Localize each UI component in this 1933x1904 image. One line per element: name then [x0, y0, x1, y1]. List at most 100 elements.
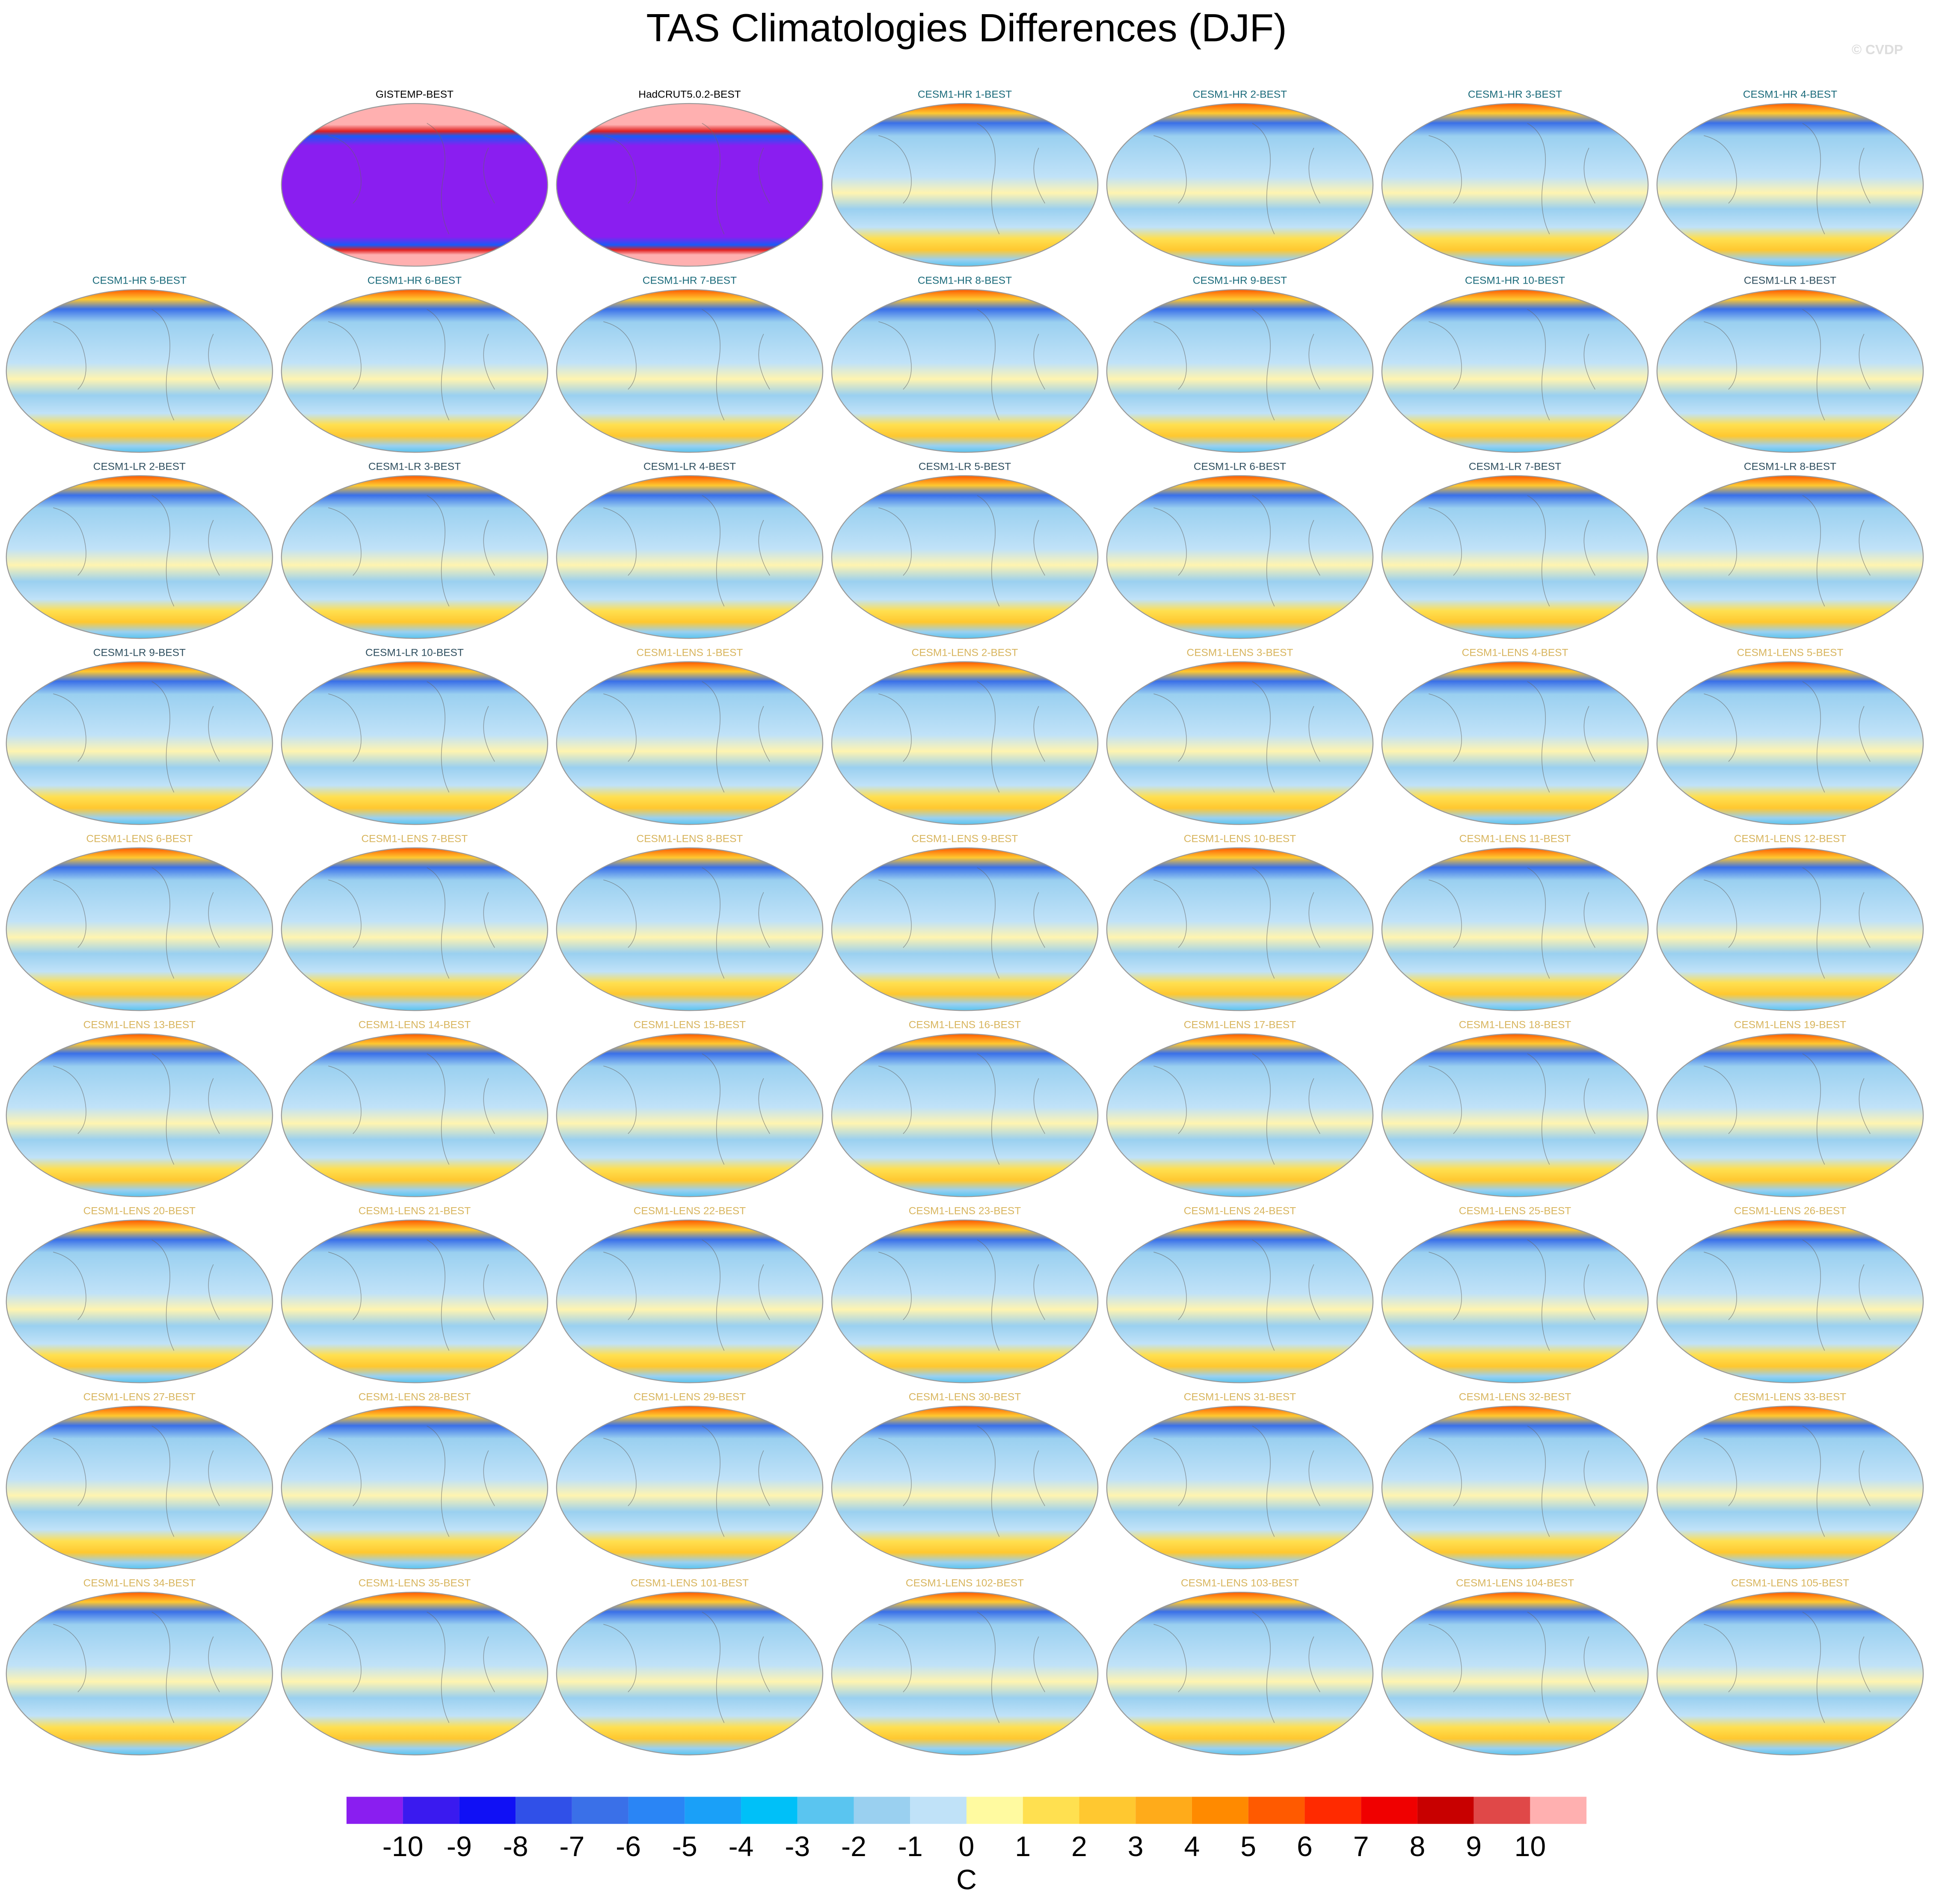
map — [556, 1219, 824, 1383]
panel-title: CESM1-LENS 14-BEST — [359, 1019, 471, 1030]
colorbar-label: -8 — [503, 1831, 528, 1863]
map — [1656, 1219, 1924, 1383]
panel-title: CESM1-LENS 23-BEST — [909, 1205, 1021, 1217]
map — [831, 1591, 1099, 1756]
panel-title: CESM1-LENS 8-BEST — [637, 833, 743, 844]
continent-outline — [1429, 1425, 1595, 1537]
color-box — [966, 1797, 1023, 1824]
panel-title: CESM1-LENS 6-BEST — [86, 833, 193, 844]
panel-title: CESM1-LENS 102-BEST — [906, 1577, 1024, 1589]
map — [831, 1033, 1099, 1197]
continent-outline — [603, 867, 770, 979]
map — [1656, 661, 1924, 825]
continent-outline — [1429, 867, 1595, 979]
map — [281, 1405, 548, 1569]
continent-outline — [1429, 1239, 1595, 1351]
continent-outline — [328, 495, 495, 607]
colorbar-label: 7 — [1353, 1831, 1369, 1863]
panel-title: CESM1-LENS 12-BEST — [1734, 833, 1846, 844]
panel-title: CESM1-LENS 35-BEST — [359, 1577, 471, 1589]
continent-outline — [1153, 1611, 1320, 1723]
panel-title: CESM1-HR 4-BEST — [1743, 89, 1837, 100]
panel-title: CESM1-LR 5-BEST — [919, 461, 1011, 472]
map — [556, 475, 824, 639]
map — [556, 847, 824, 1011]
panel-title: CESM1-HR 9-BEST — [1193, 275, 1287, 286]
color-box — [346, 1797, 403, 1824]
map — [1106, 847, 1374, 1011]
continent-outline — [53, 1611, 220, 1723]
color-box — [1530, 1797, 1587, 1824]
panel-title: CESM1-LENS 27-BEST — [83, 1391, 196, 1403]
map — [1106, 661, 1374, 825]
panel-title: CESM1-LR 1-BEST — [1744, 275, 1836, 286]
panel-title: CESM1-LENS 105-BEST — [1731, 1577, 1849, 1589]
panel-title: CESM1-HR 3-BEST — [1468, 89, 1562, 100]
colorbar-unit: C — [956, 1864, 977, 1896]
panel-title: GISTEMP-BEST — [376, 89, 454, 100]
color-box — [516, 1797, 572, 1824]
continent-outline — [1429, 123, 1595, 234]
continent-outline — [603, 309, 770, 420]
continent-outline — [328, 123, 495, 234]
map — [1106, 103, 1374, 267]
continent-outline — [328, 681, 495, 793]
map — [281, 103, 548, 267]
panel-title: CESM1-LENS 25-BEST — [1459, 1205, 1571, 1217]
map — [831, 1219, 1099, 1383]
map — [556, 661, 824, 825]
continent-outline — [603, 1053, 770, 1165]
continent-outline — [1153, 1425, 1320, 1537]
map — [281, 1219, 548, 1383]
continent-outline — [1153, 867, 1320, 979]
colorbar-label: -2 — [841, 1831, 866, 1863]
continent-outline — [1153, 1239, 1320, 1351]
panel-title: CESM1-LR 7-BEST — [1469, 461, 1561, 472]
color-box — [1248, 1797, 1305, 1824]
panel-title: CESM1-HR 5-BEST — [92, 275, 187, 286]
map — [556, 289, 824, 453]
map — [831, 661, 1099, 825]
panel-title: CESM1-LENS 19-BEST — [1734, 1019, 1846, 1030]
continent-outline — [1429, 495, 1595, 607]
map — [1381, 289, 1649, 453]
color-box — [685, 1797, 741, 1824]
map — [281, 847, 548, 1011]
continent-outline — [603, 495, 770, 607]
map — [1381, 847, 1649, 1011]
colorbar-label: 4 — [1184, 1831, 1200, 1863]
panel-title: CESM1-HR 8-BEST — [918, 275, 1012, 286]
map — [556, 1405, 824, 1569]
map — [281, 289, 548, 453]
panel-title: CESM1-LENS 11-BEST — [1459, 833, 1571, 844]
continent-outline — [1704, 681, 1871, 793]
continent-outline — [328, 867, 495, 979]
continent-outline — [878, 1239, 1045, 1351]
panel-title: CESM1-LENS 13-BEST — [83, 1019, 196, 1030]
panel-title: CESM1-HR 6-BEST — [368, 275, 462, 286]
color-box — [1304, 1797, 1361, 1824]
color-box — [403, 1797, 460, 1824]
panel-title: HadCRUT5.0.2-BEST — [638, 89, 741, 100]
panel-title: CESM1-HR 7-BEST — [643, 275, 737, 286]
panel-title: CESM1-LENS 18-BEST — [1459, 1019, 1571, 1030]
panel-title: CESM1-LENS 103-BEST — [1181, 1577, 1299, 1589]
continent-outline — [1704, 309, 1871, 420]
map — [281, 1033, 548, 1197]
map — [6, 847, 273, 1011]
map — [1656, 1591, 1924, 1756]
continent-outline — [53, 867, 220, 979]
continent-outline — [1704, 123, 1871, 234]
colorbar-label: 10 — [1515, 1831, 1546, 1863]
continent-outline — [328, 1053, 495, 1165]
figure-title: TAS Climatologies Differences (DJF) — [646, 6, 1287, 50]
panel-title: CESM1-LENS 34-BEST — [83, 1577, 196, 1589]
panel-title: CESM1-LENS 101-BEST — [631, 1577, 749, 1589]
color-box — [797, 1797, 854, 1824]
colorbar-label: 8 — [1409, 1831, 1425, 1863]
colorbar-label: -10 — [382, 1831, 424, 1863]
continent-outline — [603, 681, 770, 793]
colorbar-label: 6 — [1297, 1831, 1313, 1863]
panel-title: CESM1-LENS 10-BEST — [1184, 833, 1296, 844]
